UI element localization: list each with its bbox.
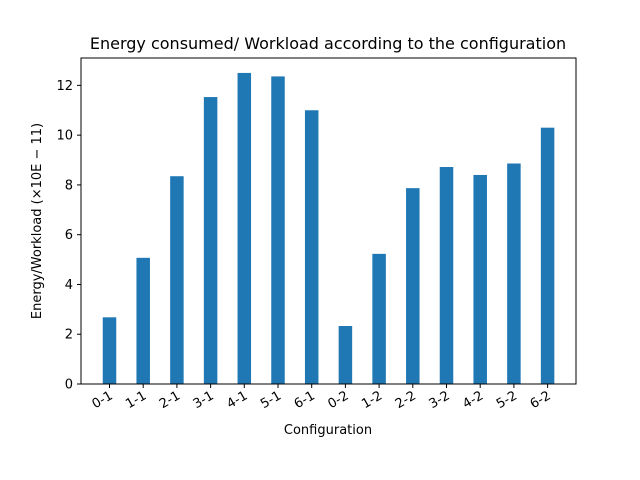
y-tick-label: 6 (65, 228, 73, 243)
x-tick-label: 6-1 (292, 388, 318, 412)
x-axis-label: Configuration (284, 423, 372, 438)
bar-3-2 (439, 167, 454, 384)
bar-5-1 (271, 76, 285, 385)
y-tick-label: 12 (56, 79, 73, 94)
bar-6-1 (304, 110, 319, 384)
y-tick-label: 10 (56, 129, 73, 144)
x-tick-label: 1-2 (359, 388, 385, 412)
bar-1-2 (372, 253, 386, 384)
bar-4-2 (473, 174, 487, 384)
chart-title: Energy consumed/ Workload according to t… (90, 34, 566, 53)
x-axis-ticks: 0-1 1-1 2-1 3-1 4-1 5-1 6-1 0-2 1-2 2-2 3-2 4-2 5-2 6… (90, 384, 554, 412)
x-tick-label: 3-1 (191, 388, 217, 412)
x-tick-label: 5-2 (494, 388, 520, 412)
bars-group (102, 72, 555, 385)
x-tick-label: 2-2 (393, 388, 419, 412)
bar-1-1 (136, 257, 150, 384)
y-tick-label: 8 (65, 178, 73, 193)
x-tick-label: 4-2 (460, 388, 486, 412)
bar-0-2 (338, 326, 353, 384)
y-tick-label: 2 (65, 328, 73, 343)
plot-frame (80, 57, 577, 385)
bar-6-2 (540, 127, 555, 385)
x-tick-label: 1-1 (123, 388, 149, 412)
y-axis-ticks: 0 2 4 6 8 10 12 (56, 79, 81, 393)
x-tick-label: 0-1 (90, 388, 116, 412)
x-tick-label: 6-2 (528, 388, 554, 412)
x-tick-label: 3-2 (427, 388, 453, 412)
x-tick-label: 5-1 (258, 388, 284, 412)
bar-4-1 (237, 72, 252, 385)
bar-2-2 (406, 188, 420, 384)
x-tick-label: 2-1 (157, 388, 183, 412)
bar-5-2 (507, 163, 521, 384)
bar-3-1 (203, 97, 218, 384)
bar-2-1 (170, 176, 184, 384)
bar-0-1 (102, 317, 117, 384)
y-tick-label: 4 (65, 278, 73, 293)
y-axis-label: Energy/Workload (×10E − 11) (30, 123, 45, 319)
x-tick-label: 0-2 (326, 388, 352, 412)
x-tick-label: 4-1 (224, 388, 250, 412)
y-tick-label: 0 (65, 378, 73, 393)
